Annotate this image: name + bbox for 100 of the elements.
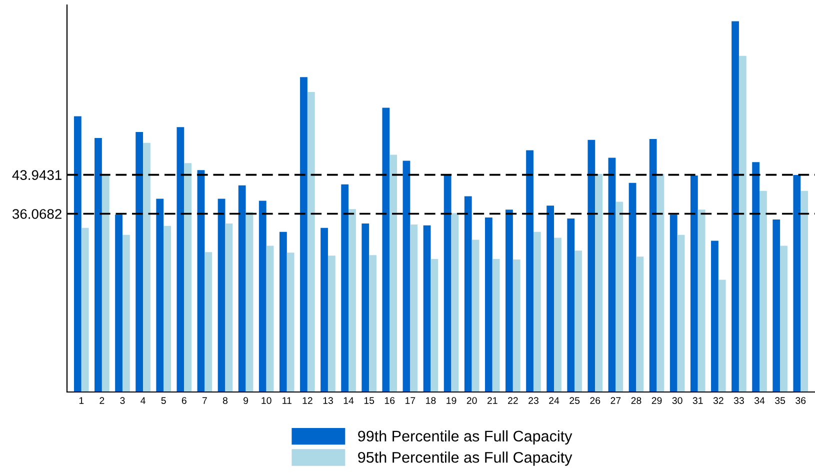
bar: [512, 260, 520, 392]
x-tick-label: 24: [549, 397, 560, 404]
bar: [574, 250, 582, 392]
bar: [430, 259, 438, 392]
bar: [390, 154, 398, 392]
x-tick-label: 33: [734, 397, 744, 404]
bar: [225, 223, 233, 392]
bar: [143, 142, 150, 392]
bar: [238, 185, 246, 392]
x-tick-label: 32: [713, 397, 724, 404]
bar: [164, 226, 171, 392]
bar: [472, 240, 480, 392]
bar: [464, 196, 472, 392]
x-tick-label: 14: [344, 397, 354, 404]
bar: [492, 259, 500, 392]
x-tick-label: 35: [775, 397, 786, 404]
bar: [780, 246, 788, 392]
legend-label: 99th Percentile as Full Capacity: [358, 430, 572, 445]
bar: [369, 255, 376, 392]
x-tick-label: 12: [302, 397, 312, 404]
bar: [362, 223, 370, 392]
bar: [176, 127, 184, 392]
x-tick-label: 29: [652, 397, 662, 404]
bar: [656, 174, 664, 392]
bar: [616, 202, 624, 392]
x-tick-label: 17: [406, 397, 416, 404]
bar: [595, 174, 603, 392]
bar: [732, 21, 739, 392]
bar: [752, 162, 760, 392]
bar: [122, 234, 130, 392]
x-tick-label: 26: [590, 397, 600, 404]
x-tick-label: 27: [610, 397, 621, 404]
x-tick-label: 6: [182, 397, 186, 404]
x-tick-label: 20: [466, 397, 477, 404]
bar: [718, 280, 726, 392]
x-tick-label: 4: [140, 397, 146, 404]
bar: [690, 176, 698, 392]
x-tick-label: 23: [528, 397, 538, 404]
x-tick-label: 34: [754, 397, 765, 404]
bar: [382, 108, 390, 392]
x-tick-label: 7: [202, 397, 207, 404]
bar: [402, 160, 410, 392]
bar: [81, 228, 89, 392]
bar: [677, 234, 685, 392]
x-tick-label: 25: [570, 397, 580, 404]
bar: [341, 184, 349, 392]
bar: [484, 218, 492, 392]
x-tick-label: 5: [161, 397, 166, 404]
bar: [800, 190, 808, 392]
bar: [546, 206, 554, 392]
bar: [115, 214, 122, 392]
bar: [328, 256, 336, 392]
bar: [136, 132, 144, 392]
x-tick-label: 22: [508, 397, 518, 404]
bar: [423, 225, 431, 392]
bar: [738, 56, 746, 392]
x-tick-label: 10: [262, 397, 272, 404]
bar: [307, 92, 315, 392]
bar: [300, 77, 308, 392]
bar: [94, 138, 102, 392]
bar: [649, 138, 657, 392]
bar: [204, 252, 212, 392]
bar: [526, 150, 534, 392]
bar: [451, 213, 459, 392]
bar: [156, 198, 164, 392]
x-tick-label: 3: [120, 397, 125, 404]
legend-label: 95th Percentile as Full Capacity: [358, 452, 572, 466]
bar: [410, 224, 418, 392]
x-tick-label: 13: [323, 397, 333, 404]
bar: [348, 209, 356, 392]
bar: [444, 174, 452, 392]
bar: [772, 220, 780, 392]
bar: [266, 246, 274, 392]
bar: [793, 175, 801, 392]
x-tick-label: 36: [796, 397, 806, 404]
x-tick-label: 8: [222, 397, 228, 404]
bar: [636, 256, 644, 392]
bar: [670, 214, 678, 392]
bar: [218, 198, 226, 392]
bar: [102, 175, 110, 392]
x-tick-label: 21: [487, 397, 498, 404]
x-tick-label: 16: [384, 397, 395, 404]
x-tick-label: 1: [79, 397, 84, 404]
bar: [554, 238, 562, 392]
bar: [246, 212, 254, 392]
x-tick-label: 15: [364, 397, 374, 404]
bar: [711, 240, 718, 392]
x-tick-label: 18: [426, 397, 436, 404]
bar: [184, 163, 192, 392]
x-tick-label: 19: [446, 397, 456, 404]
bar: [506, 210, 513, 392]
bar: [533, 232, 541, 392]
bar: [698, 210, 706, 392]
x-tick-label: 28: [631, 397, 642, 404]
x-tick-label: 11: [282, 397, 292, 404]
bar: [608, 158, 616, 392]
bar: [258, 200, 266, 392]
y-tick-label: 36.0682: [12, 209, 62, 219]
x-tick-label: 2: [100, 397, 104, 404]
bar: [567, 218, 575, 392]
